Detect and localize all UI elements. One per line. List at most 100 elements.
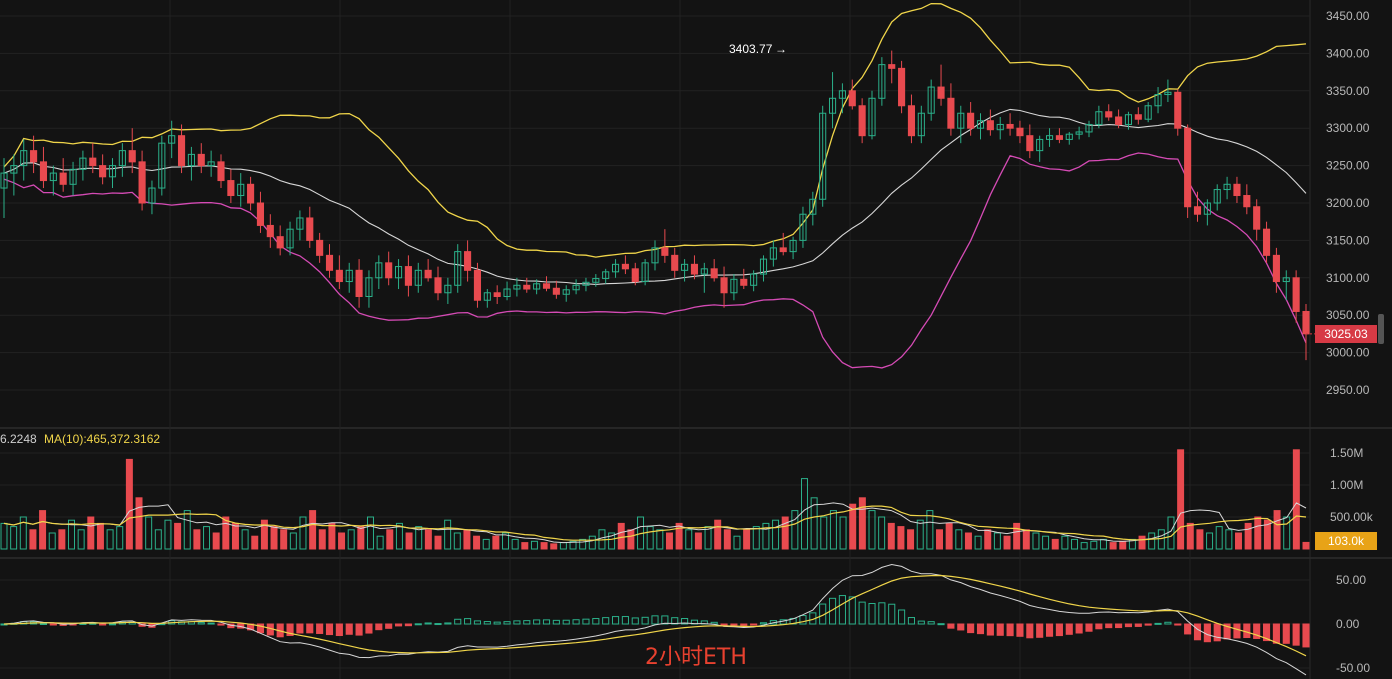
macd-histogram-bar [434,623,442,626]
volume-bar [993,532,1001,550]
volume-bar [376,535,384,550]
candle-body [404,266,412,286]
price-axis[interactable]: 3450.00 3400.00 3350.00 3300.00 3250.00 3200.… [1326,9,1374,675]
scale-handle[interactable] [1378,314,1384,344]
volume-bar [203,526,211,550]
volume-bar [1061,535,1069,550]
volume-bar [125,458,133,550]
last-volume-tag [1315,532,1377,550]
macd-histogram-bar [424,622,432,625]
macd-histogram-bar [503,621,511,625]
candle-body [661,247,669,256]
volume-bar [916,519,924,550]
volume-bar [309,510,317,550]
volume-bar [540,542,548,550]
macd-histogram-bar [1124,623,1133,628]
candle-body [1115,116,1123,125]
candle-body [1193,206,1202,215]
macd-histogram-bar [454,618,462,625]
volume-bar [820,516,828,550]
volume-bar [550,543,558,550]
candle-body [888,64,896,69]
candle-body [759,258,768,275]
candle-body [256,202,265,226]
candle-body [1272,254,1280,283]
macd-histogram-bar [414,623,422,626]
volume-bar [1254,516,1262,550]
volume-bar [395,522,403,550]
candle-body [316,239,324,256]
volume-bar [858,497,866,550]
candle-body [59,172,67,185]
volume-bar [617,522,625,550]
candle-body [1262,228,1271,256]
candle-body [1223,183,1231,191]
volume-bar [77,529,85,550]
volume-bar [251,535,259,550]
macd-histogram-bar [385,623,393,629]
macd-histogram-bar [99,623,107,626]
candle-body [454,251,462,286]
macd-histogram-bar [325,623,334,636]
macd-histogram-bar [1174,623,1182,626]
candle-body [1233,183,1241,197]
candle-body [769,247,777,260]
candle-body [1026,135,1034,152]
macd-histogram-bar [523,620,531,625]
candle-body [266,224,274,238]
macd-histogram-bar [927,621,935,625]
macd-histogram-bar [562,619,570,625]
price-tick-label: 3000.00 [1326,346,1370,360]
macd-histogram-bar [730,623,738,626]
candle-body [79,157,87,170]
macd-histogram-bar [759,622,768,625]
volume-bar [530,540,538,550]
candle-body [710,268,718,279]
volume-bar [521,542,529,550]
candle-body [1253,206,1261,230]
candle-body [907,105,916,137]
volume-bar [318,529,326,550]
volume-bar [791,510,799,550]
macd-histogram-bar [217,623,225,626]
macd-histogram-bar [957,623,965,631]
macd-histogram-bar [621,616,629,625]
candle-body [227,180,235,197]
candle-body [681,263,689,271]
volume-bar [444,519,452,550]
candle-body [118,150,126,167]
volume-bar [829,510,837,550]
volume-bar [299,516,307,550]
macd-tick-label: 0.00 [1336,617,1360,631]
volume-indicator-prefix: 6.2248 [0,432,37,446]
macd-histogram-bar [464,618,472,625]
volume-bar [694,532,702,550]
candle-body [523,284,531,290]
volume-bar [1051,538,1059,550]
volume-bar [434,535,442,550]
candle-body [1055,135,1063,140]
macd-histogram-bar [296,623,304,634]
volume-bar [222,516,230,550]
volume-bar [270,526,278,550]
macd-histogram-bar [967,623,975,634]
macd-tick-label: 50.00 [1336,573,1366,587]
volume-bar [974,535,982,550]
macd-histogram-bar [542,619,551,625]
candle-body [187,153,195,167]
macd-histogram-bar [907,617,916,625]
volume-bars [0,449,1310,550]
candle-body [473,269,482,301]
macd-histogram-bar [1262,623,1271,642]
candle-body [99,165,107,178]
volume-bar [502,532,510,550]
candle-body [937,86,945,99]
volume-bar [116,526,124,550]
volume-bar [241,529,249,550]
candle-body [592,278,600,283]
volume-bar [357,526,365,550]
volume-bar [665,532,673,550]
macd-histogram-bar [375,623,383,631]
volume-bar [260,519,268,550]
